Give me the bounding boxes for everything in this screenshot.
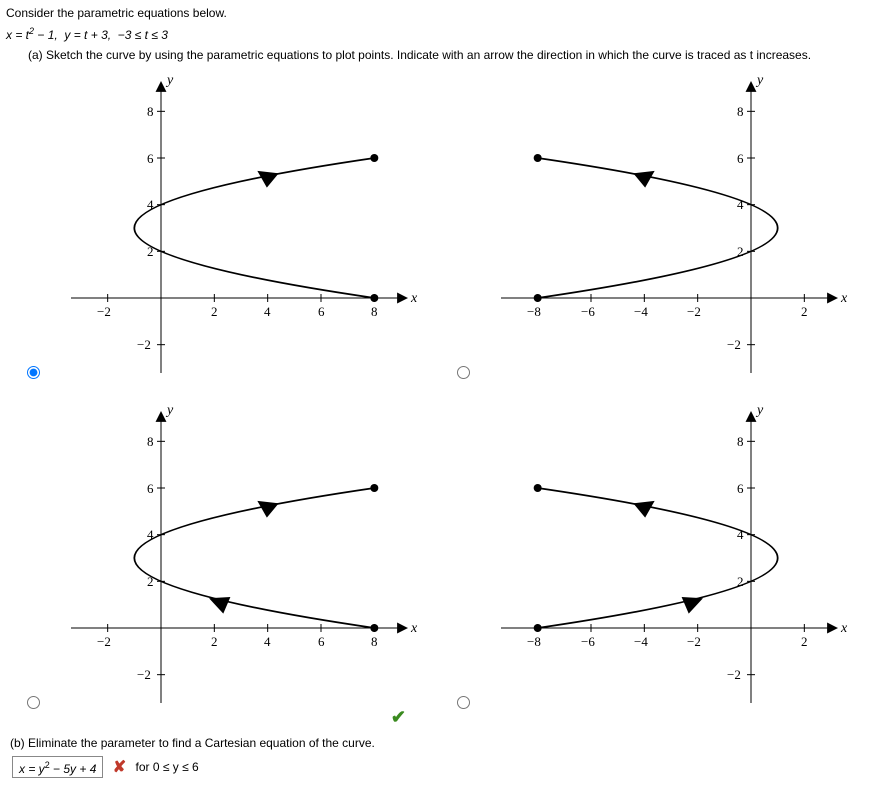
svg-text:2: 2 xyxy=(211,304,218,319)
svg-text:−6: −6 xyxy=(581,304,595,319)
question-intro: Consider the parametric equations below. xyxy=(6,6,868,20)
svg-text:8: 8 xyxy=(737,434,744,449)
part-b-prompt: (b) Eliminate the parameter to find a Ca… xyxy=(10,736,868,750)
radio-wrap-D xyxy=(452,693,473,712)
svg-text:−2: −2 xyxy=(137,337,151,352)
svg-text:8: 8 xyxy=(147,434,154,449)
svg-text:2: 2 xyxy=(211,634,218,649)
svg-text:−8: −8 xyxy=(527,634,541,649)
svg-text:6: 6 xyxy=(318,634,325,649)
plots-grid: x y −2 2 4 6 8 −2 2 4 6 8 xyxy=(6,68,866,728)
svg-text:x: x xyxy=(410,291,418,306)
svg-text:x: x xyxy=(410,621,418,636)
svg-text:4: 4 xyxy=(264,634,271,649)
svg-text:6: 6 xyxy=(737,151,744,166)
wrong-x-icon: ✘ xyxy=(113,759,126,776)
radio-wrap-A xyxy=(22,363,43,382)
part-b-answer-row: x = y2 − 5y + 4 ✘ for 0 ≤ y ≤ 6 xyxy=(12,756,868,778)
svg-text:−2: −2 xyxy=(727,667,741,682)
svg-text:−2: −2 xyxy=(687,304,701,319)
svg-text:2: 2 xyxy=(801,634,808,649)
svg-text:8: 8 xyxy=(371,634,378,649)
svg-text:−2: −2 xyxy=(727,337,741,352)
svg-text:2: 2 xyxy=(801,304,808,319)
svg-text:6: 6 xyxy=(147,481,154,496)
svg-text:−2: −2 xyxy=(97,634,111,649)
plot-cell-D: x y −8 −6 −4 −2 2 −2 2 4 6 8 xyxy=(436,398,866,728)
svg-text:−2: −2 xyxy=(97,304,111,319)
radio-D[interactable] xyxy=(457,696,470,709)
plot-C: x y −2 2 4 6 8 −2 2 4 6 8 xyxy=(61,398,421,718)
plot-D: x y −8 −6 −4 −2 2 −2 2 4 6 8 xyxy=(491,398,851,718)
radio-wrap-C xyxy=(22,693,43,712)
svg-text:−4: −4 xyxy=(634,634,648,649)
part-b: (b) Eliminate the parameter to find a Ca… xyxy=(6,736,868,778)
correct-check-icon: ✔ xyxy=(391,707,406,728)
radio-C[interactable] xyxy=(27,696,40,709)
svg-text:8: 8 xyxy=(147,104,154,119)
svg-text:−4: −4 xyxy=(634,304,648,319)
svg-text:8: 8 xyxy=(737,104,744,119)
svg-text:x: x xyxy=(840,291,848,306)
radio-A[interactable] xyxy=(27,366,40,379)
svg-text:y: y xyxy=(165,403,174,418)
part-a-text: (a) Sketch the curve by using the parame… xyxy=(28,48,868,62)
radio-wrap-B xyxy=(452,363,473,382)
parametric-equations: x = t2 − 1, y = t + 3, −3 ≤ t ≤ 3 xyxy=(6,26,868,42)
plot-A: x y −2 2 4 6 8 −2 2 4 6 8 xyxy=(61,68,421,388)
svg-text:x: x xyxy=(840,621,848,636)
part-b-answer-text: x = y2 − 5y + 4 xyxy=(19,762,96,776)
plot-cell-C: x y −2 2 4 6 8 −2 2 4 6 8 xyxy=(6,398,436,728)
part-b-domain: for 0 ≤ y ≤ 6 xyxy=(136,760,199,774)
svg-text:−2: −2 xyxy=(687,634,701,649)
part-b-answer-box[interactable]: x = y2 − 5y + 4 xyxy=(12,756,103,778)
radio-B[interactable] xyxy=(457,366,470,379)
svg-text:4: 4 xyxy=(264,304,271,319)
svg-text:6: 6 xyxy=(318,304,325,319)
svg-text:−6: −6 xyxy=(581,634,595,649)
svg-text:−8: −8 xyxy=(527,304,541,319)
plot-cell-A: x y −2 2 4 6 8 −2 2 4 6 8 xyxy=(6,68,436,398)
page-root: Consider the parametric equations below.… xyxy=(0,0,874,808)
svg-text:y: y xyxy=(755,73,764,88)
svg-text:6: 6 xyxy=(737,481,744,496)
svg-text:6: 6 xyxy=(147,151,154,166)
svg-text:−2: −2 xyxy=(137,667,151,682)
plot-B: x y −8 −6 −4 −2 2 −2 2 4 6 8 xyxy=(491,68,851,388)
plot-cell-B: x y −8 −6 −4 −2 2 −2 2 4 6 8 xyxy=(436,68,866,398)
svg-text:y: y xyxy=(165,73,174,88)
svg-text:y: y xyxy=(755,403,764,418)
equation-text: x = t2 − 1, y = t + 3, −3 ≤ t ≤ 3 xyxy=(6,28,168,42)
svg-text:8: 8 xyxy=(371,304,378,319)
